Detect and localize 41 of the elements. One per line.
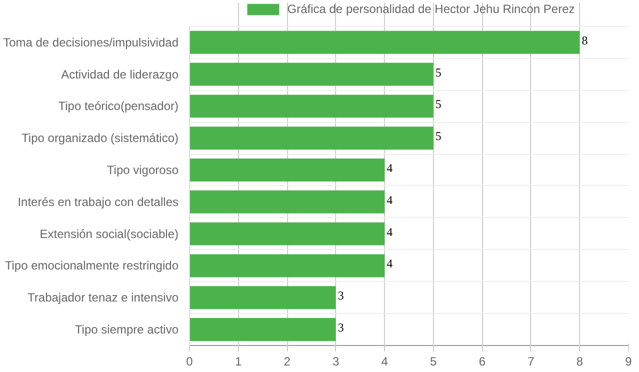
- bar: [190, 254, 385, 278]
- y-tick-label: Tipo organizado (sistemático): [22, 131, 179, 146]
- x-tick-label: 8: [576, 354, 584, 368]
- x-tick-label: 0: [186, 354, 194, 368]
- bar: [190, 30, 580, 54]
- x-tick-label: 1: [234, 354, 242, 368]
- data-label: 5: [435, 129, 442, 144]
- y-tick-label: Tipo teórico(pensador): [58, 99, 179, 114]
- bar: [190, 94, 434, 118]
- x-tick-label: 5: [430, 354, 438, 368]
- x-tick-label: 6: [478, 354, 486, 368]
- bar: [190, 126, 434, 150]
- bar: [190, 190, 385, 214]
- x-tick-label: 4: [381, 354, 388, 368]
- bar: [190, 222, 385, 246]
- data-label: 3: [338, 288, 344, 303]
- legend-label: Gráfica de personalidad de Hector Jehu Rincon Perez: [287, 2, 575, 16]
- data-label: 3: [338, 320, 344, 335]
- y-tick-label: Tipo siempre activo: [74, 322, 179, 337]
- x-tick-label: 2: [284, 354, 291, 368]
- data-label: 4: [386, 192, 393, 207]
- y-tick-label: Interés en trabajo con detalles: [18, 194, 179, 209]
- y-tick-label: Tipo emocionalmente restringido: [4, 258, 179, 273]
- y-tick-label: Tipo vigoroso: [106, 163, 179, 178]
- bar: [190, 62, 434, 86]
- y-tick-label: Actividad de liderazgo: [61, 67, 179, 82]
- bar: [190, 158, 385, 182]
- y-tick-label: Toma de decisiones/impulsividad: [3, 35, 179, 50]
- data-label: 4: [386, 224, 393, 239]
- data-label: 4: [386, 256, 393, 271]
- bar: [190, 286, 336, 310]
- y-tick-label: Trabajador tenaz e intensivo: [28, 290, 179, 305]
- data-label: 5: [435, 65, 442, 80]
- data-label: 5: [435, 97, 442, 112]
- bar: [190, 318, 336, 342]
- data-label: 8: [582, 33, 588, 48]
- y-tick-label: Extensión social(sociable): [40, 226, 179, 241]
- x-tick-label: 3: [332, 354, 340, 368]
- data-label: 4: [386, 161, 393, 176]
- x-tick-label: 7: [528, 354, 535, 368]
- x-tick-label: 9: [625, 354, 632, 368]
